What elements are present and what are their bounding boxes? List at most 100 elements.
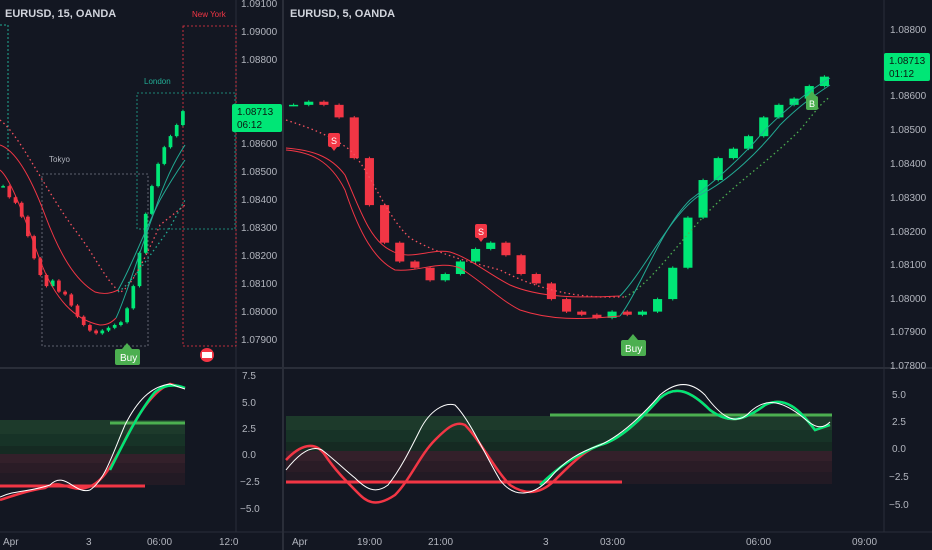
left-ma-green-2 xyxy=(117,159,186,291)
left-buy-signal[interactable] xyxy=(115,343,140,365)
left-oscillator-bands xyxy=(0,382,186,502)
r-osc-band-1 xyxy=(286,416,832,430)
candle-body xyxy=(364,158,374,206)
candle-body xyxy=(13,197,18,203)
candle-body xyxy=(759,117,769,137)
candle-body xyxy=(501,242,511,256)
session-label-newyork: New York xyxy=(192,10,227,19)
candle-body xyxy=(440,274,450,281)
candle-body xyxy=(100,330,105,334)
candle-body xyxy=(106,327,111,331)
r-osc-band-4 xyxy=(286,451,832,461)
right-osc-tick: 5.0 xyxy=(892,390,906,401)
candle-body xyxy=(44,275,49,287)
right-price-tick: 1.08300 xyxy=(890,193,927,204)
right-sell-signal-2[interactable] xyxy=(475,224,487,242)
left-price-tick: 1.08400 xyxy=(241,195,278,206)
right-b-label: B xyxy=(809,99,815,109)
candle-body xyxy=(181,111,185,125)
candle-body xyxy=(69,294,74,306)
candle-body xyxy=(471,248,481,262)
osc-band-5 xyxy=(0,463,185,473)
osc-band-3 xyxy=(0,446,185,454)
left-price-tick: 1.07900 xyxy=(241,335,278,346)
sell-signal-badge-1 xyxy=(328,133,340,147)
alert-clock-icon-face xyxy=(202,352,212,358)
candle-body xyxy=(168,136,173,148)
right-buy-signal[interactable] xyxy=(621,334,646,356)
candle-body xyxy=(668,267,678,300)
right-price-tick: 1.08100 xyxy=(890,260,927,271)
candle-body xyxy=(653,299,663,312)
right-time-tick: 3 xyxy=(543,537,549,548)
r-osc-band-3 xyxy=(286,442,832,451)
candle-body xyxy=(38,258,43,275)
left-moving-averages xyxy=(0,119,186,326)
left-alert-icon[interactable] xyxy=(200,348,214,362)
left-time-tick: 12:0 xyxy=(219,537,239,548)
right-sell-signal-1[interactable] xyxy=(328,133,340,151)
right-sell-label-1: S xyxy=(331,136,337,146)
right-price-tick: 1.08000 xyxy=(890,294,927,305)
buy-signal-pointer-right xyxy=(628,334,638,340)
right-buy-label: Buy xyxy=(625,344,642,355)
candle-body xyxy=(607,311,617,318)
candle-body xyxy=(174,125,179,137)
left-session-boxes xyxy=(0,24,237,347)
left-price-tick: 1.08000 xyxy=(241,307,278,318)
candle-body xyxy=(334,104,344,118)
right-price-tick: 1.08500 xyxy=(890,125,927,136)
candle-body xyxy=(698,180,708,218)
right-price-tick: 1.08200 xyxy=(890,227,927,238)
right-b-signal[interactable] xyxy=(806,91,818,110)
r-osc-line-white xyxy=(285,384,831,494)
left-osc-line-white xyxy=(0,383,186,498)
candle-body xyxy=(395,242,405,262)
candle-body xyxy=(1,186,5,188)
left-symbol-title[interactable]: EURUSD, 15, OANDA xyxy=(5,8,116,20)
london-session-box xyxy=(136,92,236,230)
buy-signal-badge xyxy=(115,349,140,365)
right-price-badge xyxy=(884,53,930,81)
candle-body xyxy=(150,186,154,214)
left-ma-slow-dotted xyxy=(0,119,186,293)
candle-body xyxy=(546,283,556,300)
left-ma-red-2 xyxy=(0,169,117,326)
left-time-tick: Apr xyxy=(3,537,19,548)
right-symbol-title[interactable]: EURUSD, 5, OANDA xyxy=(290,8,395,20)
right-ma-slow-green-dotted xyxy=(624,96,831,298)
left-osc-tick: 7.5 xyxy=(242,371,256,382)
candle-body xyxy=(289,104,299,107)
candle-body xyxy=(137,252,142,287)
candle-body xyxy=(380,205,390,243)
right-time-tick: 09:00 xyxy=(852,537,877,548)
newyork-session-box xyxy=(182,25,237,347)
buy-signal-badge-right xyxy=(621,340,646,356)
candle-body xyxy=(125,308,129,323)
left-osc-tick: 2.5 xyxy=(242,424,256,435)
session-label-london: London xyxy=(144,77,171,86)
candle-body xyxy=(683,217,693,268)
left-ma-red-1 xyxy=(0,144,119,294)
r-osc-band-2 xyxy=(286,430,832,442)
candle-body xyxy=(75,305,80,317)
left-countdown-text: 06:12 xyxy=(237,120,262,131)
osc-band-4 xyxy=(0,454,185,463)
right-time-tick: 03:00 xyxy=(600,537,625,548)
candle-body xyxy=(304,101,314,105)
right-osc-tick: 0.0 xyxy=(892,444,906,455)
right-countdown-text: 01:12 xyxy=(889,69,914,80)
b-signal-pointer xyxy=(808,91,816,96)
right-price-tick: 1.07900 xyxy=(890,327,927,338)
right-ma-slow-red-dotted xyxy=(285,119,625,298)
candle-body xyxy=(486,242,496,249)
osc-band-6 xyxy=(0,473,185,485)
candle-body xyxy=(32,236,36,259)
left-price-tick: 1.09000 xyxy=(241,27,278,38)
right-time-tick: 21:00 xyxy=(428,537,453,548)
left-price-tick: 1.08500 xyxy=(241,167,278,178)
left-price-tick: 1.08600 xyxy=(241,139,278,150)
candle-body xyxy=(562,299,572,312)
right-osc-tick: 2.5 xyxy=(892,417,906,428)
candle-body xyxy=(119,322,123,325)
